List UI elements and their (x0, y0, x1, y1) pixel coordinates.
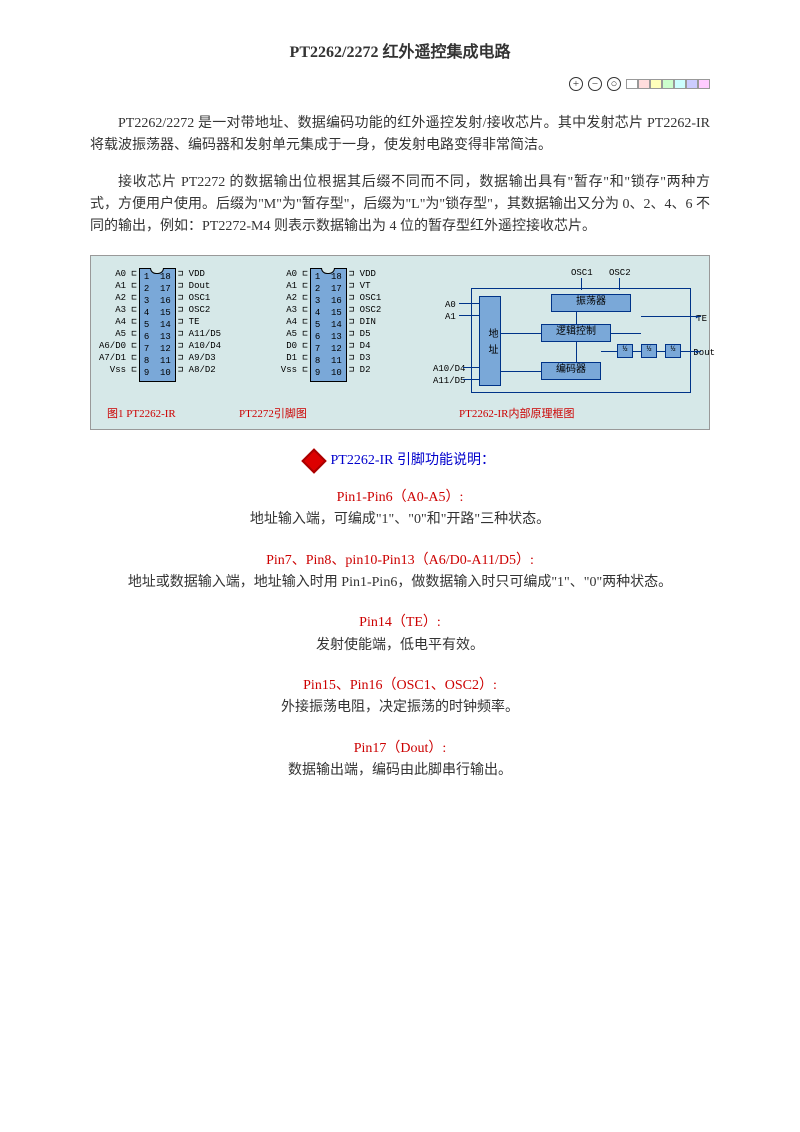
pin-desc: 数据输出端，编码由此脚串行输出。 (90, 760, 710, 782)
pin-description: Pin14（TE）:发射使能端，低电平有效。 (90, 612, 710, 657)
caption-3: PT2262-IR内部原理框图 (389, 406, 575, 424)
paragraph-2: 接收芯片 PT2272 的数据输出位根据其后缀不同而不同，数据输出具有"暂存"和… (90, 172, 710, 239)
paragraph-1: PT2262/2272 是一对带地址、数据编码功能的红外遥控发射/接收芯片。其中… (90, 113, 710, 158)
caption-2: PT2272引脚图 (239, 406, 389, 424)
zoom-in-icon[interactable]: + (569, 77, 583, 91)
color-swatch[interactable] (674, 79, 686, 89)
pin-description: Pin1-Pin6（A0-A5）:地址输入端，可编成"1"、"0"和"开路"三种… (90, 487, 710, 532)
color-swatch[interactable] (662, 79, 674, 89)
pin-title: Pin1-Pin6（A0-A5）: (90, 487, 710, 509)
color-swatch[interactable] (686, 79, 698, 89)
pin-title: Pin7、Pin8、pin10-Pin13（A6/D0-A11/D5）: (90, 550, 710, 572)
diamond-icon (301, 448, 326, 473)
page-title: PT2262/2272 红外遥控集成电路 (90, 40, 710, 66)
pin-desc: 发射使能端，低电平有效。 (90, 635, 710, 657)
pin-desc: 外接振荡电阻，决定振荡的时钟频率。 (90, 697, 710, 719)
zoom-out-icon[interactable]: − (588, 77, 602, 91)
pin-description: Pin7、Pin8、pin10-Pin13（A6/D0-A11/D5）:地址或数… (90, 550, 710, 595)
chip-pt2272: A0 ⊏A1 ⊏A2 ⊏A3 ⊏A4 ⊏A5 ⊏D0 ⊏D1 ⊏Vss ⊏ 1 … (281, 268, 381, 382)
pin-desc: 地址输入端，可编成"1"、"0"和"开路"三种状态。 (90, 509, 710, 531)
color-swatch[interactable] (650, 79, 662, 89)
controls-bar: + − ○ (90, 74, 710, 93)
section-title: PT2262-IR 引脚功能说明： (331, 453, 496, 468)
color-swatch[interactable] (626, 79, 638, 89)
pin-description: Pin17（Dout）:数据输出端，编码由此脚串行输出。 (90, 738, 710, 783)
color-swatch[interactable] (638, 79, 650, 89)
color-swatch[interactable] (698, 79, 710, 89)
pin-title: Pin17（Dout）: (90, 738, 710, 760)
pin-title: Pin14（TE）: (90, 612, 710, 634)
pin-title: Pin15、Pin16（OSC1、OSC2）: (90, 675, 710, 697)
pin-desc: 地址或数据输入端，地址输入时用 Pin1-Pin6，做数据输入时只可编成"1"、… (90, 572, 710, 594)
diagram-panel: A0 ⊏A1 ⊏A2 ⊏A3 ⊏A4 ⊏A5 ⊏A6/D0 ⊏A7/D1 ⊏Vs… (90, 255, 710, 431)
reset-icon[interactable]: ○ (607, 77, 621, 91)
caption-1: 图1 PT2262-IR (99, 406, 239, 424)
pin-description: Pin15、Pin16（OSC1、OSC2）:外接振荡电阻，决定振荡的时钟频率。 (90, 675, 710, 720)
chip-pt2262: A0 ⊏A1 ⊏A2 ⊏A3 ⊏A4 ⊏A5 ⊏A6/D0 ⊏A7/D1 ⊏Vs… (99, 268, 221, 382)
section-header: PT2262-IR 引脚功能说明： (90, 450, 710, 472)
block-diagram: OSC1 OSC2 地 址 振荡器 逻辑控制 编码器 ½ ½ ½ A0 A1 A… (441, 268, 701, 398)
